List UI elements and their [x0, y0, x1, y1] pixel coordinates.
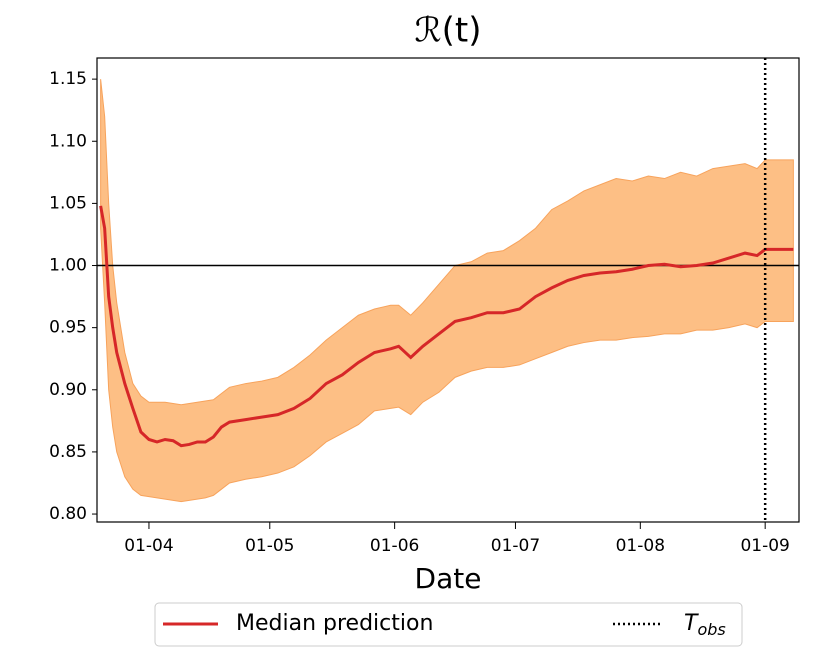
x-tick-label: 01-06	[370, 536, 419, 556]
x-tick-label: 01-05	[245, 536, 294, 556]
y-tick-label: 0.90	[49, 380, 87, 400]
x-axis-label: Date	[415, 562, 482, 595]
median-line	[99, 205, 794, 448]
legend-label: Tobs	[684, 611, 726, 639]
x-tick-label: 01-08	[616, 536, 665, 556]
y-tick-label: 1.00	[49, 256, 87, 276]
y-tick-label: 1.05	[49, 193, 87, 213]
legend: Median prediction Tobs	[154, 602, 743, 647]
legend-label-sub: obs	[697, 620, 725, 639]
x-tick-label: 01-09	[740, 536, 789, 556]
y-tick-label: 1.10	[49, 131, 87, 151]
y-tick-label: 0.80	[49, 504, 87, 524]
axes-frame	[96, 57, 800, 523]
plot-area	[97, 58, 799, 522]
y-tick-label: 1.15	[49, 69, 87, 89]
y-tick-label: 0.95	[49, 318, 87, 338]
chart-title: ℛ(t)	[415, 11, 482, 51]
y-tick-label: 0.85	[49, 442, 87, 462]
legend-label: Median prediction	[236, 611, 433, 636]
x-tick-label: 01-07	[491, 536, 540, 556]
legend-box	[154, 602, 743, 647]
legend-label-main: T	[684, 611, 699, 636]
x-tick-label: 01-04	[124, 536, 173, 556]
credible-band	[100, 79, 794, 503]
